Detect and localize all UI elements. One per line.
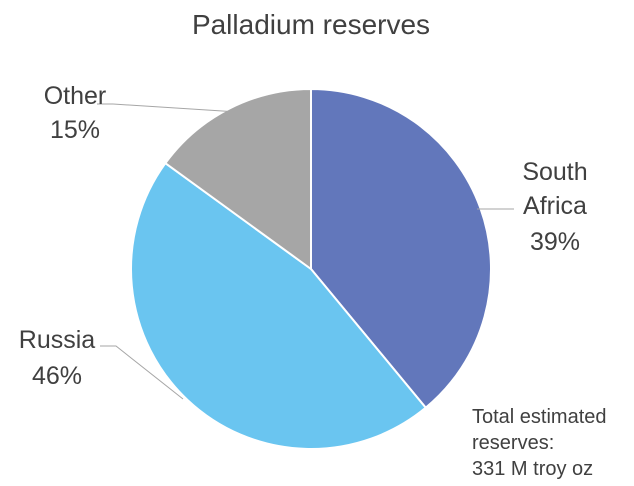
pie-slice-russia (130, 161, 428, 450)
pie-slice-other (163, 87, 312, 271)
annotation-line-1: Total estimated (472, 406, 607, 428)
leader-line-other-2 (112, 103, 239, 113)
chart-title: Palladium reserves (192, 9, 430, 40)
value-russia: 46% (32, 362, 82, 390)
label-south-africa-line2: Africa (523, 192, 587, 220)
annotation-line-2: reserves: (472, 432, 554, 454)
annotation-line-3: 331 M troy oz (472, 458, 593, 480)
value-south-africa: 39% (530, 228, 580, 256)
label-other: Other (44, 82, 107, 110)
pie-slices (130, 87, 492, 450)
leader-line-russia (100, 345, 184, 400)
value-other: 15% (50, 116, 100, 144)
pie-slice-south-africa (310, 87, 492, 410)
label-south-africa-line1: South (522, 158, 587, 186)
label-russia: Russia (19, 326, 96, 354)
